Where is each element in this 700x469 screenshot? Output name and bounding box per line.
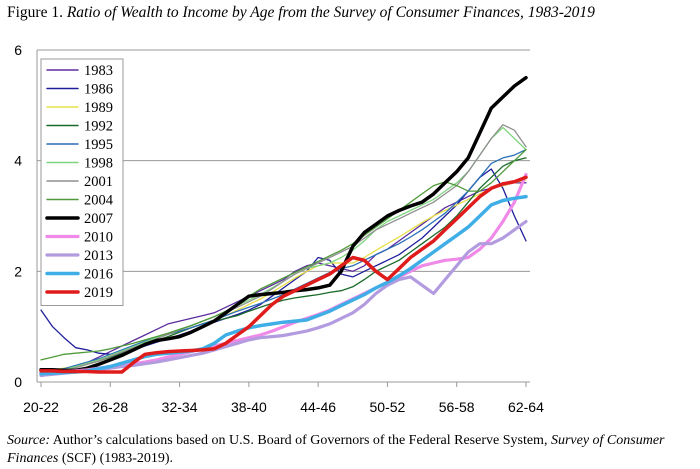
series-line-2016 <box>39 194 528 376</box>
legend-label-2016: 2016 <box>84 267 113 283</box>
series-line-2013 <box>39 219 528 377</box>
x-tick-label: 38-40 <box>231 399 267 415</box>
series-lines <box>39 75 528 378</box>
y-tick-label: 0 <box>14 374 22 390</box>
x-tick-label: 20-22 <box>23 399 59 415</box>
figure-title: Figure 1. Ratio of Wealth to Income by A… <box>7 4 595 22</box>
y-tick-label: 4 <box>14 153 22 169</box>
x-tick-label: 26-28 <box>92 399 128 415</box>
wealth-income-line-chart: 0 2 4 6 20-22 26-28 32-34 38-40 44-46 50-52 56-58 6… <box>14 42 544 415</box>
legend-label-2010: 2010 <box>84 230 113 246</box>
legend-box <box>40 58 124 306</box>
source-survey-title: Survey of Consumer Finances <box>7 433 665 466</box>
legend: 1983 1986 1989 1992 1995 1998 2001 2004 2007 2010… <box>40 58 124 306</box>
legend-label-1989: 1989 <box>84 100 113 116</box>
series-line-2007 <box>39 75 528 373</box>
legend-label-2019: 2019 <box>84 285 113 301</box>
source-note: Source: Author’s calculations based on U… <box>7 432 687 468</box>
x-tick-label: 44-46 <box>300 399 336 415</box>
legend-label-2001: 2001 <box>84 174 113 190</box>
x-tick-label: 62-64 <box>508 399 544 415</box>
figure-title-text: Ratio of Wealth to Income by Age from th… <box>66 4 595 21</box>
source-text-b: (SCF) (1983-2019). <box>58 451 174 466</box>
series-line-2001 <box>40 124 527 377</box>
legend-label-2007: 2007 <box>84 211 113 227</box>
series-line-2019 <box>39 175 528 374</box>
y-tick-label: 6 <box>14 42 22 58</box>
legend-label-1995: 1995 <box>84 137 113 153</box>
y-tick-label: 2 <box>14 263 22 279</box>
source-label: Source: <box>7 433 51 448</box>
legend-label-2004: 2004 <box>84 193 114 209</box>
legend-label-2013: 2013 <box>84 248 113 264</box>
legend-label-1986: 1986 <box>84 82 113 98</box>
x-tick-label: 32-34 <box>162 399 198 415</box>
series-line-1992 <box>40 157 527 378</box>
figure-prefix: Figure 1. <box>7 4 63 21</box>
x-tick-label: 56-58 <box>439 399 475 415</box>
axes: 0 2 4 6 20-22 26-28 32-34 38-40 44-46 50-52 56-58 6… <box>14 42 544 415</box>
source-text-a: Author’s calculations based on U.S. Boar… <box>50 433 551 448</box>
legend-label-1998: 1998 <box>84 156 113 172</box>
x-tick-label: 50-52 <box>370 399 406 415</box>
legend-label-1992: 1992 <box>84 119 113 135</box>
legend-label-1983: 1983 <box>84 63 113 79</box>
